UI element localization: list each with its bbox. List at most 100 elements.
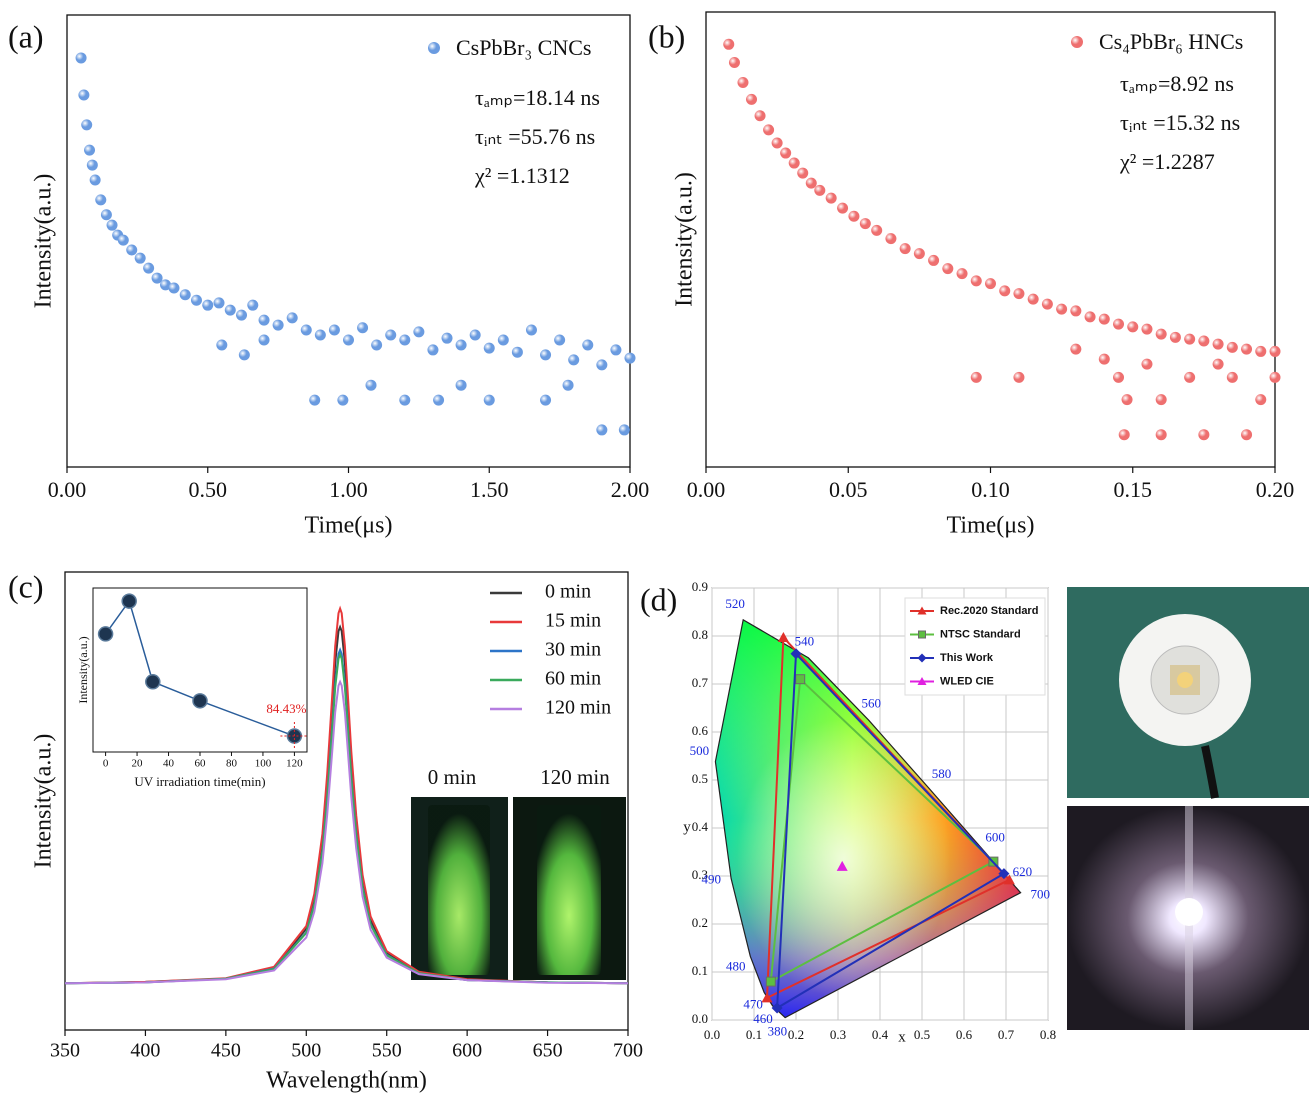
data-point [328,324,340,336]
x-tick-label: 1.50 [470,477,509,502]
data-point [399,334,411,346]
data-point [780,147,792,159]
legend-label: 0 min [545,581,591,603]
x-tick-label: 0.1 [746,1027,762,1042]
data-point [624,352,636,364]
x-tick-label: 0.6 [956,1027,973,1042]
inset-x-tick-label: 20 [132,758,144,770]
wavelength-label: 540 [795,633,815,648]
y-tick-label: 0.1 [692,963,708,978]
legend-marker [917,606,927,615]
inset-point [121,593,137,609]
y-tick-label: 0.3 [692,867,708,882]
x-tick-label: 0.5 [914,1027,930,1042]
data-point [942,263,954,275]
x-tick-label: 0.0 [704,1027,720,1042]
inset-point [97,626,114,642]
panel-label: (c) [8,568,44,604]
data-point [202,299,214,311]
data-point [1098,353,1110,365]
x-tick-label: 0.8 [1040,1027,1056,1042]
data-point [795,674,806,685]
x-tick-label: 1.00 [329,477,368,502]
data-point [314,329,326,341]
x-tick-label: 0.00 [48,477,87,502]
data-point [1155,328,1167,340]
wavelength-label: 700 [1030,887,1050,902]
data-point [168,282,180,294]
x-tick-label: 0.15 [1114,477,1153,502]
x-axis-title: Time(μs) [947,513,1035,539]
inset-y-title: Intensity(a.u.) [76,636,90,703]
x-tick-label: 450 [211,1040,241,1062]
data-point [151,272,163,284]
data-point [1121,394,1133,406]
data-point [75,52,87,64]
data-point [899,243,911,255]
data-point [238,349,250,361]
data-point [385,329,397,341]
annotation: τₐₘₚ=18.14 ns [475,85,600,110]
data-point [1198,335,1210,347]
x-tick-label: 0.50 [189,477,228,502]
data-point [859,218,871,230]
x-tick-label: 650 [533,1040,563,1062]
data-point [126,244,138,256]
data-point [765,976,776,987]
data-point [596,359,608,371]
data-point [737,77,749,89]
wavelength-label: 500 [690,743,710,758]
data-point [371,339,383,351]
data-point [1198,429,1210,441]
x-tick-label: 0.10 [971,477,1010,502]
data-point [1141,323,1153,335]
data-point [1269,345,1281,357]
data-point [728,57,740,69]
data-point [357,322,369,334]
y-tick-label: 0.9 [692,579,708,594]
data-point [441,332,453,344]
x-tick-label: 0.7 [998,1027,1015,1042]
data-point [790,648,802,660]
data-point [797,167,809,179]
data-point [455,379,467,391]
y-tick-label: 0.4 [692,819,709,834]
data-point [956,268,968,280]
x-tick-label: 0.00 [687,477,726,502]
data-point [134,252,146,264]
x-tick-label: 400 [130,1040,160,1062]
data-point [928,254,940,266]
inset-x-tick-label: 80 [226,758,238,770]
data-point [1269,371,1281,383]
data-point [469,329,481,341]
data-point [365,379,377,391]
spectrum-line [64,605,629,985]
inset-frame [92,587,308,753]
legend-label: NTSC Standard [940,628,1021,640]
data-point [1212,338,1224,350]
data-point [1241,343,1253,355]
legend-box [904,597,1046,696]
panel-label: (d) [640,581,677,617]
data-point [1013,288,1025,300]
data-point [723,38,735,50]
annotation: τₐₘₚ=8.92 ns [1120,71,1234,96]
data-point [399,394,411,406]
legend-marker [918,630,926,639]
wavelength-label: 580 [932,766,952,781]
data-point [117,234,129,246]
data-point [1155,394,1167,406]
data-point [814,184,826,196]
wavelength-label: 470 [743,997,763,1012]
data-point [224,304,236,316]
panel-label: (a) [8,18,44,54]
x-tick-label: 0.3 [830,1027,846,1042]
data-point [483,342,495,354]
spectrum-line [64,624,629,985]
x-tick-label: 0.4 [872,1027,889,1042]
data-point [761,992,773,1003]
spectrum-line [64,651,629,985]
data-point [754,110,766,122]
x-axis-title: Wavelength(nm) [266,1068,427,1093]
data-point [497,334,509,346]
